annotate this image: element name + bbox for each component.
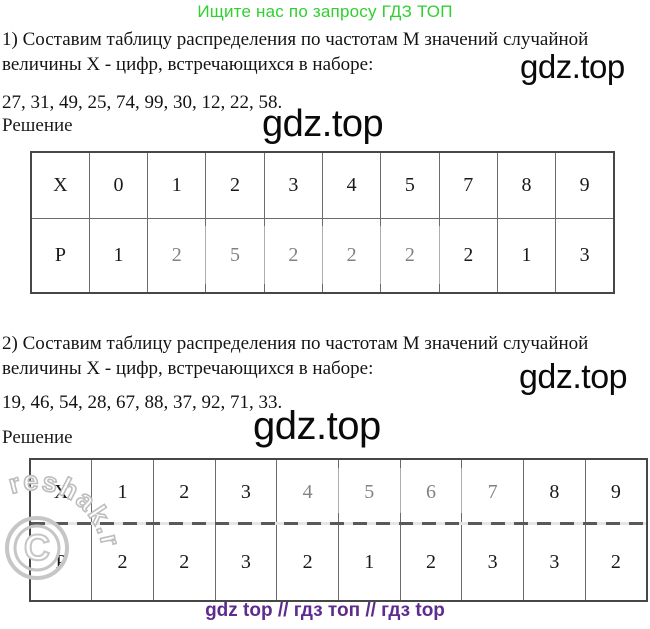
table-cell: 2 [399, 524, 463, 602]
table-cell: 3 [263, 151, 323, 219]
table-cell: 2 [205, 151, 265, 219]
table-cell: 3 [555, 217, 615, 294]
table-cell: 1 [337, 524, 401, 602]
table-cell: 2 [321, 217, 382, 294]
table-cell: 2 [438, 217, 498, 294]
table-cell: 1 [496, 217, 557, 294]
gdz-watermark-center-2: gdz.top [253, 404, 381, 448]
gdz-watermark-mid-right: gdz.top [519, 358, 628, 396]
table-cell: 8 [496, 151, 557, 219]
table-cell: 2 [91, 524, 154, 602]
table-cell: P [30, 217, 90, 294]
gdz-watermark-top-right: gdz.top [520, 48, 625, 85]
table-cell: 1 [88, 217, 149, 294]
table-cell: 2 [380, 217, 440, 294]
table-cell: 5 [337, 458, 401, 524]
table-cell: 2 [152, 458, 216, 524]
table-cell: 6 [399, 458, 463, 524]
table-cell: 8 [523, 458, 586, 524]
table-cell: 1 [147, 151, 207, 219]
table-cell: 5 [380, 151, 440, 219]
table-cell: 3 [523, 524, 586, 602]
table-cell: 1 [91, 458, 154, 524]
table-cell: 2 [263, 217, 323, 294]
table-cell: 7 [461, 458, 524, 524]
stamp-copyright-symbol: C [24, 527, 50, 568]
table-cell: 4 [276, 458, 339, 524]
dashed-row-divider [31, 522, 646, 525]
task2-line2: величины Х - цифр, встречающихся в набор… [2, 358, 374, 379]
table-cell: X [29, 458, 93, 524]
table-cell: 2 [147, 217, 207, 294]
table-cell: 4 [321, 151, 382, 219]
task1-line1: 1) Составим таблицу распределения по час… [2, 29, 589, 50]
table-cell: 0 [88, 151, 149, 219]
stamp-inner-ring [13, 524, 61, 572]
reshak-stamp-watermark: C reshak.ru [0, 450, 125, 580]
task2-number-set: 19, 46, 54, 28, 67, 88, 37, 92, 71, 33. [2, 392, 283, 413]
table-cell: 9 [555, 151, 615, 219]
task1-solution-label: Решение [2, 115, 73, 136]
footer-promo: gdz top // гдз топ // гдз top [205, 600, 445, 621]
task1-line2: величины Х - цифр, встречающихся в набор… [2, 54, 374, 75]
table-cell: 7 [438, 151, 498, 219]
table-cell: 3 [214, 524, 278, 602]
table-cell: 3 [461, 524, 524, 602]
table-cell: X [30, 151, 90, 219]
table-cell: 3 [214, 458, 278, 524]
table-cell: 5 [205, 217, 265, 294]
task2-solution-label: Решение [2, 427, 73, 448]
table-cell: 2 [276, 524, 339, 602]
table-cell: 2 [584, 524, 648, 602]
table-cell: 2 [152, 524, 216, 602]
task1-number-set: 27, 31, 49, 25, 74, 99, 30, 12, 22, 58. [2, 92, 283, 113]
stamp-outer-ring [5, 516, 69, 580]
task2-line1: 2) Составим таблицу распределения по час… [2, 333, 589, 354]
promo-header: Ищите нас по запросу ГДЗ ТОП [197, 2, 453, 21]
gdz-watermark-center-1: gdz.top [262, 103, 384, 145]
table-cell: 9 [584, 458, 648, 524]
